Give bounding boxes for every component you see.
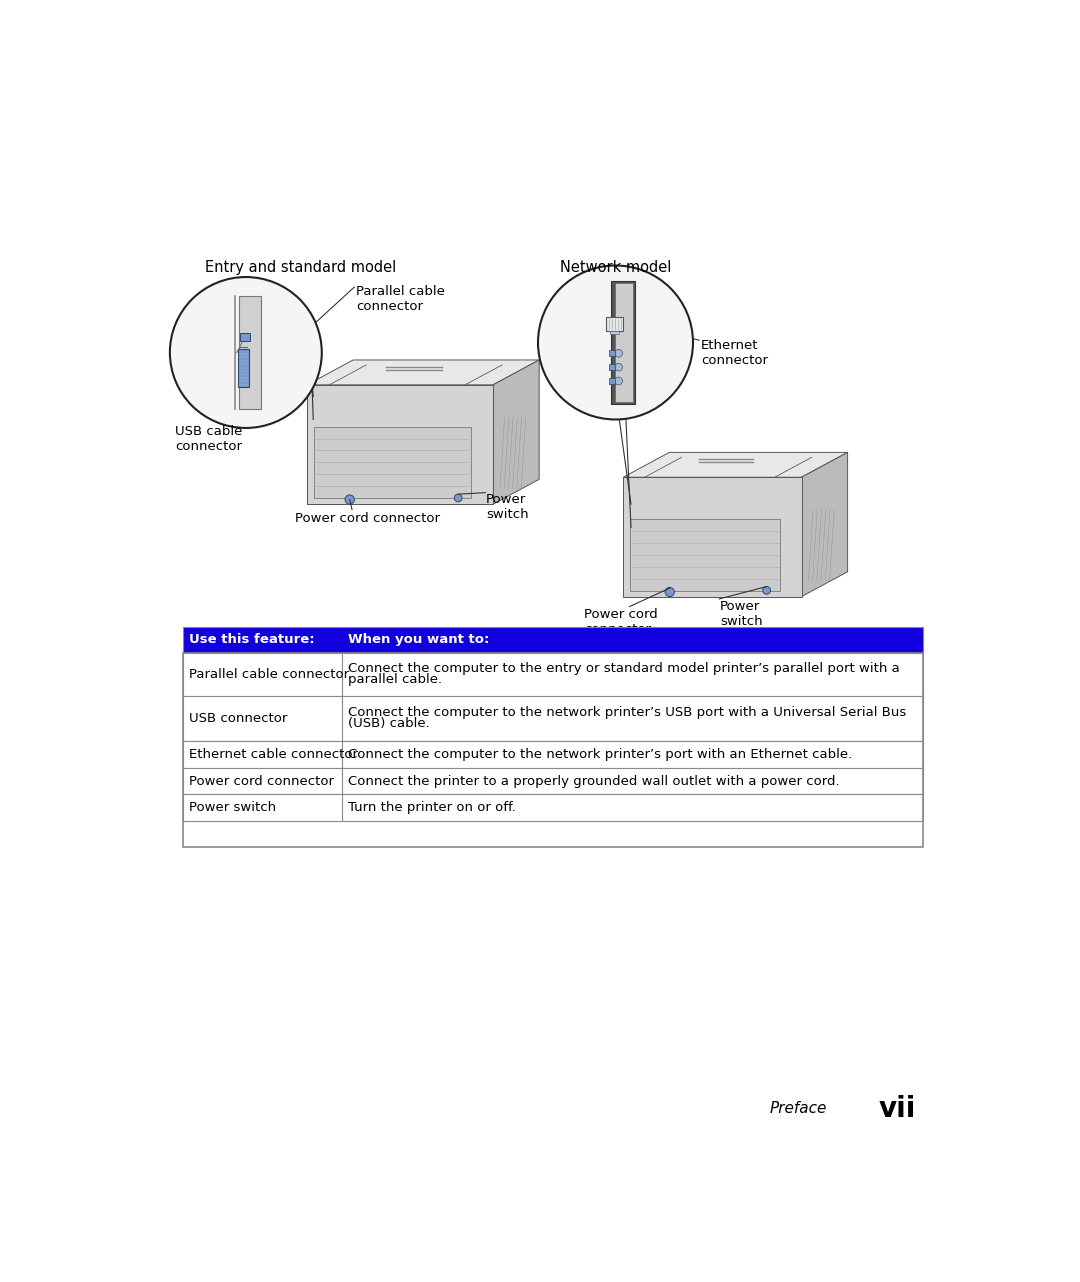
Circle shape (665, 587, 674, 596)
Text: Preface: Preface (770, 1101, 827, 1117)
Polygon shape (623, 477, 801, 596)
Polygon shape (610, 331, 619, 335)
Polygon shape (631, 519, 780, 591)
Text: USB cable
connector: USB cable connector (175, 424, 242, 453)
Text: Power cord
connector: Power cord connector (584, 608, 658, 636)
Text: parallel cable.: parallel cable. (348, 673, 442, 686)
Text: Entry and standard model: Entry and standard model (205, 260, 396, 276)
Text: Connect the computer to the network printer’s USB port with a Universal Serial B: Connect the computer to the network prin… (348, 706, 906, 719)
Circle shape (615, 377, 622, 385)
Polygon shape (606, 317, 623, 331)
Circle shape (615, 363, 622, 370)
Polygon shape (609, 378, 615, 385)
Polygon shape (609, 350, 615, 356)
Text: Turn the printer on or off.: Turn the printer on or off. (348, 801, 516, 814)
Polygon shape (615, 283, 633, 401)
Bar (183, 768, 923, 795)
Bar (183, 795, 923, 820)
Text: (USB) cable.: (USB) cable. (348, 717, 430, 731)
Polygon shape (609, 364, 615, 370)
Text: Connect the printer to a properly grounded wall outlet with a power cord.: Connect the printer to a properly ground… (348, 774, 840, 788)
Text: Parallel cable connector: Parallel cable connector (189, 668, 349, 681)
Text: Power
switch: Power switch (720, 600, 762, 628)
Circle shape (170, 277, 322, 428)
Text: Use this feature:: Use this feature: (189, 633, 315, 646)
Polygon shape (307, 385, 494, 504)
Polygon shape (314, 427, 471, 499)
Polygon shape (241, 333, 249, 341)
Text: Connect the computer to the entry or standard model printer’s parallel port with: Connect the computer to the entry or sta… (348, 663, 900, 676)
Bar (183, 741, 923, 768)
Text: Parallel cable
connector: Parallel cable connector (356, 285, 445, 313)
Text: Network model: Network model (559, 260, 671, 276)
Circle shape (762, 587, 770, 595)
Text: Power cord connector: Power cord connector (295, 512, 440, 524)
Circle shape (345, 495, 354, 504)
Text: Power
switch: Power switch (486, 492, 529, 520)
Polygon shape (801, 453, 848, 596)
Text: Connect the computer to the network printer’s port with an Ethernet cable.: Connect the computer to the network prin… (348, 747, 852, 762)
Text: Ethernet
connector: Ethernet connector (701, 338, 768, 367)
Text: USB connector: USB connector (189, 712, 287, 724)
Text: Power switch: Power switch (189, 801, 276, 814)
Polygon shape (610, 281, 635, 404)
Polygon shape (494, 360, 539, 504)
Circle shape (615, 350, 622, 358)
Polygon shape (240, 296, 261, 409)
Polygon shape (307, 360, 539, 385)
Circle shape (455, 494, 462, 501)
Circle shape (538, 265, 693, 419)
Text: Ethernet cable connector: Ethernet cable connector (189, 747, 359, 762)
Text: When you want to:: When you want to: (348, 633, 489, 646)
Polygon shape (238, 349, 248, 387)
Polygon shape (623, 453, 848, 477)
Text: Power cord connector: Power cord connector (189, 774, 334, 788)
Bar (183, 653, 923, 847)
Bar (183, 653, 923, 696)
Bar (183, 627, 923, 653)
Bar (183, 696, 923, 741)
Text: vii: vii (879, 1095, 916, 1123)
